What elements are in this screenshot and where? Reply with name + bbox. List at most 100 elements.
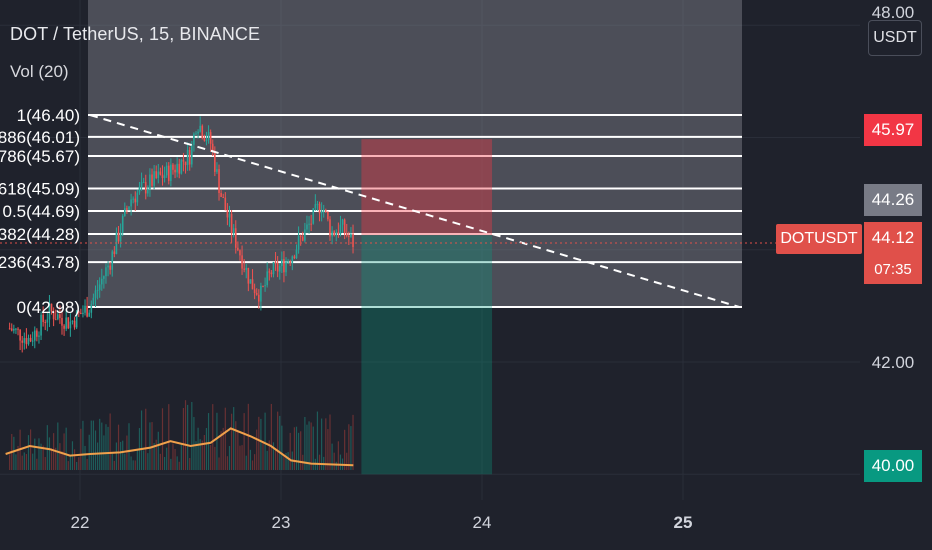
candle-body — [77, 311, 80, 313]
candle-body — [320, 210, 323, 214]
candle-body — [287, 261, 289, 263]
candle-body — [96, 289, 99, 291]
candle-body — [209, 132, 212, 144]
price-tick-label: 48.00 — [872, 3, 915, 22]
candle-body — [174, 169, 176, 173]
candle-body — [285, 261, 287, 273]
candle-body — [272, 261, 275, 275]
candle-body — [128, 206, 130, 210]
candle-body — [36, 330, 38, 337]
bar-countdown-badge: 07:35 — [864, 254, 922, 284]
candle-body — [199, 125, 201, 132]
candle-body — [214, 151, 216, 172]
candle-body — [230, 213, 233, 234]
candle-body — [54, 319, 57, 321]
fib-level-label: .886(46.01) — [0, 128, 80, 147]
candle-body — [155, 171, 158, 179]
time-axis-label: 22 — [71, 513, 90, 532]
candle-body — [50, 303, 53, 312]
candle-body — [105, 267, 107, 277]
candle-body — [138, 186, 141, 193]
candle-body — [301, 236, 304, 241]
candle-body — [180, 159, 183, 174]
candle-body — [329, 219, 331, 237]
candle-body — [337, 232, 340, 235]
candle-body — [276, 263, 279, 272]
candle-body — [207, 132, 210, 141]
candle-body — [46, 319, 49, 323]
candle-body — [312, 208, 315, 224]
candle-body — [88, 312, 91, 317]
fib-level-labels: 1(46.40) .886(46.01).786(45.67) .618(45.09… — [0, 106, 80, 317]
candle-body — [40, 314, 42, 336]
candle-body — [111, 251, 114, 270]
candle-body — [140, 182, 143, 187]
candle-body — [144, 182, 147, 194]
candle-body — [117, 232, 120, 242]
candle-body — [31, 340, 34, 342]
candle-body — [203, 137, 206, 141]
fib-level-label: .786(45.67) — [0, 147, 80, 166]
candle-body — [119, 232, 122, 242]
trend-line[interactable] — [89, 114, 740, 308]
candle-body — [63, 325, 65, 329]
fib-level-lines — [88, 114, 742, 308]
symbol-badge: DOTUSDT — [776, 224, 862, 254]
candle-body — [109, 265, 111, 270]
time-axis-labels: 22 23 24 25 — [71, 513, 693, 532]
candle-body — [220, 192, 222, 198]
candle-body — [98, 284, 101, 290]
candle-body — [48, 303, 51, 320]
candle-body — [310, 223, 312, 225]
position-target-zone — [361, 139, 493, 236]
candle-body — [322, 210, 325, 212]
candle-body — [232, 228, 235, 234]
chart-title: DOT / TetherUS, 15, BINANCE — [10, 24, 261, 44]
stop-price-badge: 40.00 — [864, 450, 922, 482]
candle-body — [295, 249, 298, 259]
candle-body — [33, 330, 36, 341]
candle-body — [136, 192, 139, 203]
candle-body — [245, 267, 248, 270]
candle-body — [306, 224, 308, 230]
price-tick-label: 42.00 — [872, 353, 915, 372]
candle-body — [27, 337, 30, 345]
candle-body — [172, 164, 174, 170]
candle-body — [316, 203, 319, 205]
candle-body — [84, 305, 86, 313]
volume-indicator-label[interactable]: Vol (20) — [10, 62, 69, 81]
candle-body — [134, 198, 137, 203]
candle-body — [268, 271, 271, 273]
candle-body — [262, 285, 264, 287]
candle-body — [90, 304, 93, 313]
fib-level-label: .382(44.28) — [0, 225, 80, 244]
candle-body — [80, 312, 82, 315]
candle-body — [318, 203, 321, 214]
position-stop-zone — [361, 235, 493, 475]
fib-level-label: 0.5(44.69) — [3, 202, 81, 221]
candle-body — [163, 175, 166, 179]
candle-body — [15, 328, 17, 330]
candle-body — [243, 268, 245, 270]
candle-body — [188, 149, 191, 165]
candle-body — [224, 197, 227, 211]
candle-body — [331, 231, 333, 237]
candle-body — [167, 165, 170, 181]
candle-body — [29, 337, 32, 342]
price-unit-button[interactable]: USDT — [868, 20, 922, 56]
candle-body — [191, 144, 193, 165]
candle-body — [153, 171, 155, 186]
candle-body — [350, 234, 352, 237]
candle-body — [216, 169, 218, 172]
candle-body — [42, 314, 44, 323]
candle-body — [86, 305, 88, 317]
candle-body — [348, 235, 350, 237]
candle-body — [297, 236, 300, 250]
candle-body — [165, 165, 168, 176]
candle-body — [75, 311, 78, 328]
candle-body — [228, 213, 231, 218]
candle-body — [103, 276, 105, 279]
volume-ma-line — [5, 427, 354, 467]
